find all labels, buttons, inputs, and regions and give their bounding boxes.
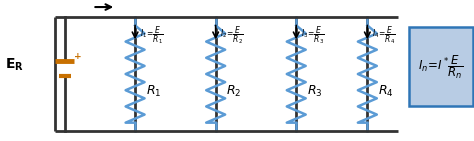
Text: $R_3$: $R_3$ [307,84,322,99]
Text: $I_2\!=\!\dfrac{E}{R_2}$: $I_2\!=\!\dfrac{E}{R_2}$ [220,24,244,46]
Text: $R_4$: $R_4$ [378,84,393,99]
Text: $\mathbf{E_R}$: $\mathbf{E_R}$ [5,57,24,73]
Text: $R_2$: $R_2$ [226,84,241,99]
Text: $I_4\!=\!\dfrac{E}{R_4}$: $I_4\!=\!\dfrac{E}{R_4}$ [372,24,396,46]
Text: $I_1\!=\!\dfrac{E}{R_1}$: $I_1\!=\!\dfrac{E}{R_1}$ [140,24,164,46]
FancyBboxPatch shape [409,27,473,106]
Text: $I_3\!=\!\dfrac{E}{R_3}$: $I_3\!=\!\dfrac{E}{R_3}$ [301,24,325,46]
Text: $R_1$: $R_1$ [146,84,161,99]
Text: $I_n\!=\!I^*\!\dfrac{E}{R_n}$: $I_n\!=\!I^*\!\dfrac{E}{R_n}$ [419,53,464,81]
Text: +: + [74,52,82,61]
